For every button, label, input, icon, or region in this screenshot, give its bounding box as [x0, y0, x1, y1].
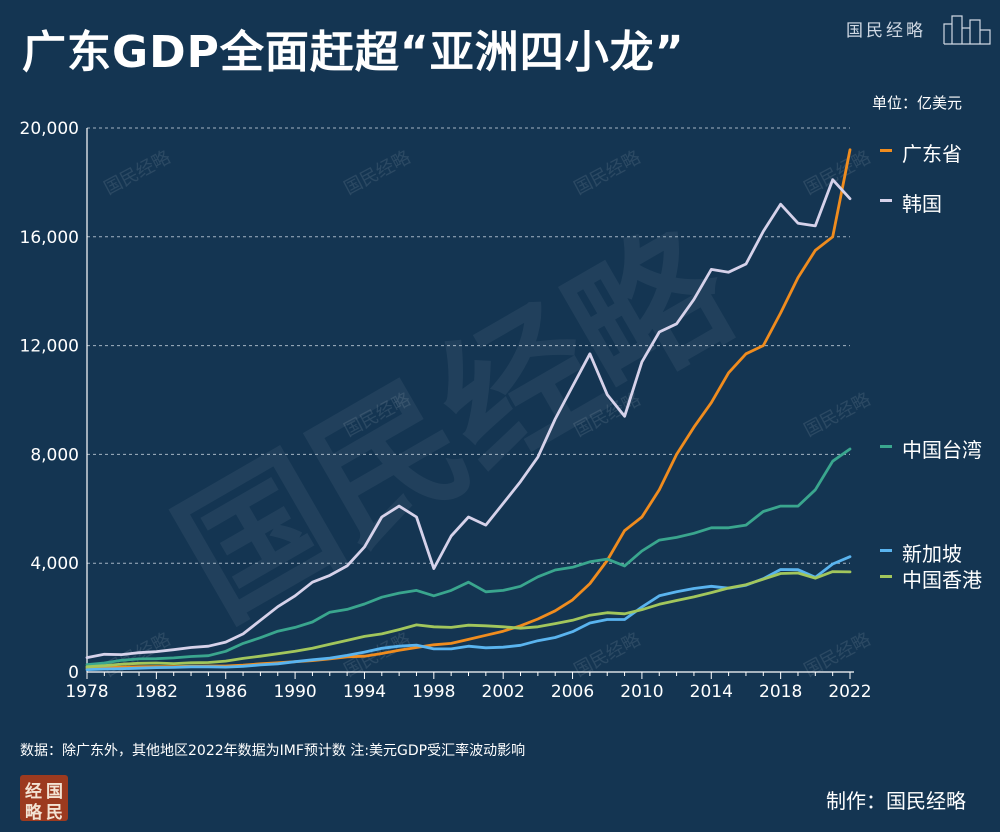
x-tick-label: 2006 — [551, 682, 594, 702]
y-tick-label: 4,000 — [30, 554, 79, 574]
logo-char: 经 — [25, 782, 42, 802]
x-tick-label: 2002 — [482, 682, 525, 702]
watermark-text: 国民经略 — [801, 629, 874, 681]
series-line — [85, 570, 852, 669]
x-tick-label: 1982 — [135, 682, 178, 702]
watermark-text: 国民经略 — [101, 147, 174, 199]
series-line — [85, 555, 852, 671]
watermark-text: 国民经略 — [341, 147, 414, 199]
maker-credit: 制作：国民经略 — [826, 789, 966, 813]
tick-labels: 1978 1982 1986 1990 1994 1998 2002 2006 2010 2014… — [20, 119, 872, 702]
x-tick-label: 1998 — [412, 682, 455, 702]
legend-label: 广东省 — [902, 142, 962, 166]
logo-char: 民 — [46, 803, 63, 823]
x-tick-label: 2014 — [690, 682, 733, 702]
legend-label: 中国香港 — [902, 568, 982, 592]
legend-marker — [880, 445, 892, 448]
axes — [86, 128, 854, 679]
legend-marker — [880, 149, 892, 152]
watermark-text: 国民经略 — [801, 389, 874, 441]
watermark-text: 国民经略 — [801, 147, 874, 199]
watermark-text: 国民经略 — [571, 147, 644, 199]
y-tick-label: 20,000 — [20, 119, 79, 139]
legend-label: 中国台湾 — [902, 438, 982, 462]
y-tick-label: 12,000 — [20, 337, 79, 357]
legend-label: 韩国 — [902, 192, 942, 216]
unit-label: 单位：亿美元 — [872, 94, 963, 112]
x-tick-label: 2022 — [828, 682, 871, 702]
x-tick-label: 1994 — [343, 682, 386, 702]
legend-marker — [880, 199, 892, 202]
y-tick-label: 0 — [68, 663, 79, 683]
x-tick-label: 1990 — [273, 682, 316, 702]
x-tick-label: 1986 — [204, 682, 247, 702]
chart-title: 广东GDP全面赶超“亚洲四小龙” — [22, 27, 685, 78]
legend-label: 新加坡 — [902, 542, 962, 566]
series-line — [85, 447, 852, 667]
logo-char: 略 — [25, 803, 42, 823]
watermark-large: 国民经略 — [151, 199, 760, 651]
logo-char: 国 — [46, 782, 63, 802]
legend-marker — [880, 575, 892, 578]
skyline-icon — [943, 15, 991, 45]
footnote: 数据：除广东外，其他地区2022年数据为IMF预计数 注:美元GDP受汇率波动影… — [20, 743, 526, 759]
x-tick-label: 2018 — [759, 682, 802, 702]
grid-lines — [87, 127, 850, 564]
series-lines — [85, 148, 852, 671]
y-tick-label: 16,000 — [20, 228, 79, 248]
series-line — [85, 178, 852, 659]
brand-badge: 国民经略 — [846, 10, 996, 46]
legend-marker — [880, 549, 892, 552]
y-tick-label: 8,000 — [30, 445, 79, 465]
brand-text: 国民经略 — [846, 21, 926, 41]
logo: 经 国 略 民 — [20, 775, 68, 823]
x-tick-label: 1978 — [65, 682, 108, 702]
x-tick-label: 2010 — [620, 682, 663, 702]
